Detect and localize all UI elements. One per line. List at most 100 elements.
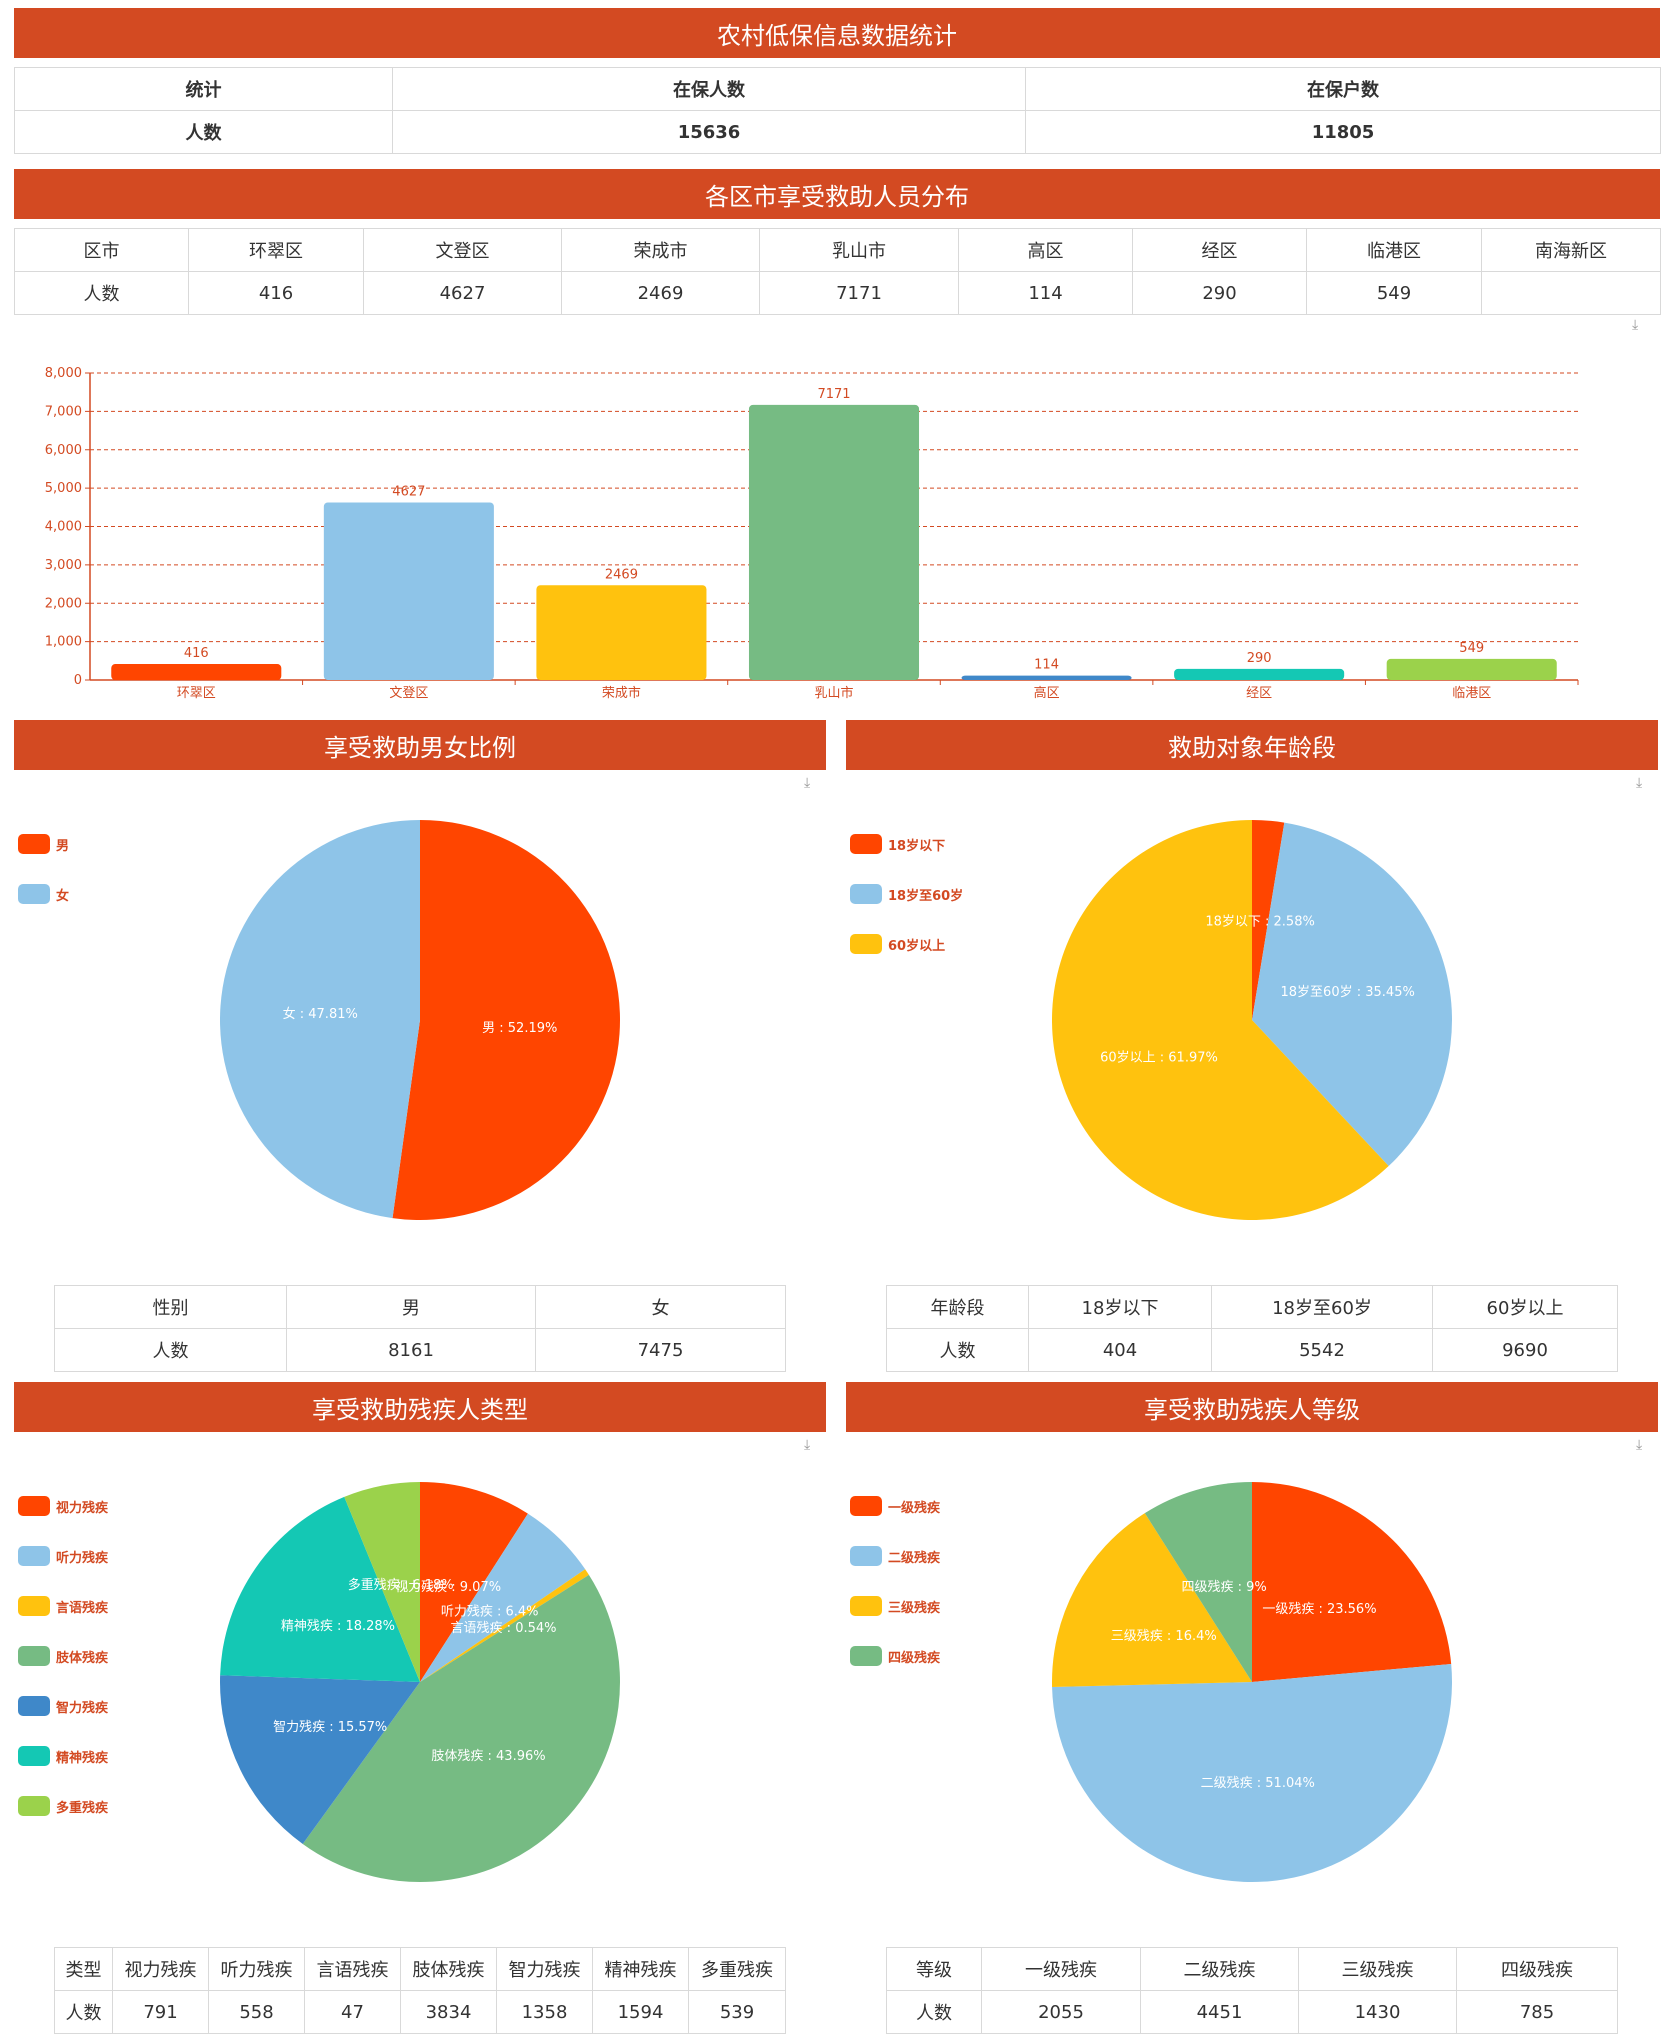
pie-slice	[420, 1482, 528, 1682]
y-tick-label: 6,000	[45, 443, 82, 458]
summary-table: 统计 在保人数 在保户数 人数 15636 11805	[14, 67, 1661, 154]
pie-data-label: 一级残疾 : 23.56%	[1262, 1602, 1376, 1617]
legend-swatch	[850, 884, 882, 904]
district-cell: 549	[1306, 271, 1482, 315]
y-tick-label: 8,000	[45, 366, 82, 381]
y-tick-label: 7,000	[45, 404, 82, 419]
pie-data-label: 言语残疾 : 0.54%	[451, 1621, 557, 1636]
pie-data-label: 二级残疾 : 51.04%	[1201, 1776, 1315, 1791]
pie-slice	[302, 1574, 620, 1882]
district-cell: 2469	[561, 271, 760, 315]
x-tick-label: 经区	[1246, 686, 1272, 701]
bar-data-label: 416	[184, 646, 209, 661]
legend-item[interactable]: 智力残疾	[18, 1695, 108, 1717]
download-icon[interactable]: ⤓	[1632, 317, 1639, 333]
disability-type-cell: 539	[688, 1990, 786, 2034]
pie-slice	[1252, 822, 1452, 1167]
disability-level-cell: 2055	[981, 1990, 1141, 2034]
legend-item[interactable]: 多重残疾	[18, 1795, 108, 1817]
district-header: 南海新区	[1481, 228, 1661, 272]
pie-data-label: 18岁以下 : 2.58%	[1205, 914, 1315, 929]
download-icon[interactable]: ⤓	[804, 1437, 811, 1453]
y-tick-label: 2,000	[45, 596, 82, 611]
pie-data-label: 60岁以上 : 61.97%	[1100, 1051, 1218, 1066]
legend-swatch	[850, 834, 882, 854]
download-icon[interactable]: ⤓	[1636, 775, 1643, 791]
legend-item[interactable]: 三级残疾	[850, 1595, 940, 1617]
summary-cell: 11805	[1025, 110, 1661, 154]
legend-item[interactable]: 18岁以下	[850, 833, 963, 855]
legend-swatch	[18, 1696, 50, 1716]
legend-item[interactable]: 女	[18, 883, 69, 905]
bar-data-label: 4627	[392, 484, 425, 499]
legend-item[interactable]: 精神残疾	[18, 1745, 108, 1767]
gender-table: 性别 男 女 人数 8161 7475	[54, 1285, 786, 1372]
pie-slice	[392, 820, 621, 1220]
pie-slice	[220, 1496, 420, 1682]
legend-item[interactable]: 视力残疾	[18, 1495, 108, 1517]
district-header: 荣成市	[561, 228, 760, 272]
pie-data-label: 三级残疾 : 16.4%	[1111, 1629, 1217, 1644]
age-header: 18岁以下	[1028, 1285, 1212, 1329]
age-section-title: 救助对象年龄段	[846, 720, 1658, 770]
district-header: 区市	[14, 228, 189, 272]
disability-type-header: 智力残疾	[496, 1947, 593, 1991]
bar-data-label: 114	[1034, 658, 1059, 673]
pie-data-label: 视力残疾 : 9.07%	[395, 1580, 501, 1595]
y-tick-label: 0	[74, 673, 82, 688]
district-table: 区市 环翠区 文登区 荣成市 乳山市 高区 经区 临港区 南海新区 人数 416…	[14, 228, 1661, 315]
legend-swatch	[18, 1796, 50, 1816]
pie-slice	[1052, 820, 1389, 1220]
download-icon[interactable]: ⤓	[1636, 1437, 1643, 1453]
disability-type-header: 听力残疾	[208, 1947, 305, 1991]
pie-slice	[220, 1675, 420, 1845]
bar	[111, 664, 282, 680]
legend-label: 言语残疾	[56, 1600, 109, 1616]
pie-slice	[1252, 1482, 1452, 1682]
legend-label: 二级残疾	[888, 1550, 941, 1566]
y-tick-label: 3,000	[45, 558, 82, 573]
pie-slice	[1252, 820, 1285, 1020]
legend-label: 一级残疾	[888, 1500, 941, 1516]
bar-data-label: 290	[1247, 651, 1272, 666]
legend-item[interactable]: 一级残疾	[850, 1495, 940, 1517]
legend-swatch	[18, 1546, 50, 1566]
legend-item[interactable]: 男	[18, 833, 69, 855]
legend-swatch	[18, 1596, 50, 1616]
disability-type-header: 言语残疾	[304, 1947, 401, 1991]
download-icon[interactable]: ⤓	[804, 775, 811, 791]
district-header: 文登区	[363, 228, 562, 272]
disability-type-cell: 791	[112, 1990, 209, 2034]
disability-type-cell: 1358	[496, 1990, 593, 2034]
district-section-title: 各区市享受救助人员分布	[14, 169, 1660, 219]
legend-item[interactable]: 四级残疾	[850, 1645, 940, 1667]
gender-header: 女	[535, 1285, 786, 1329]
legend-item[interactable]: 肢体残疾	[18, 1645, 108, 1667]
legend-swatch	[850, 934, 882, 954]
legend-item[interactable]: 18岁至60岁	[850, 883, 963, 905]
disability-type-cell: 1594	[592, 1990, 689, 2034]
x-tick-label: 文登区	[389, 686, 428, 701]
legend-label: 60岁以上	[888, 938, 946, 954]
disability-type-pie-chart: 视力残疾 : 9.07% 听力残疾 : 6.4% 言语残疾 : 0.54% 肢体残疾 …	[220, 1482, 620, 1882]
disability-type-table: 类型 视力残疾 听力残疾 言语残疾 肢体残疾 智力残疾 精神残疾 多重残疾 人数…	[54, 1947, 786, 2034]
disability-type-legend: 视力残疾听力残疾言语残疾肢体残疾智力残疾精神残疾多重残疾	[18, 1495, 108, 1845]
legend-item[interactable]: 言语残疾	[18, 1595, 108, 1617]
legend-item[interactable]: 60岁以上	[850, 933, 963, 955]
legend-item[interactable]: 听力残疾	[18, 1545, 108, 1567]
disability-type-cell: 3834	[400, 1990, 497, 2034]
disability-level-cell: 4451	[1140, 1990, 1299, 2034]
legend-item[interactable]: 二级残疾	[850, 1545, 940, 1567]
legend-label: 多重残疾	[56, 1800, 109, 1816]
age-cell: 5542	[1211, 1328, 1433, 1372]
district-cell	[1481, 271, 1661, 315]
disability-level-header: 等级	[886, 1947, 982, 1991]
bar-data-label: 2469	[605, 567, 638, 582]
summary-header: 在保户数	[1025, 67, 1661, 111]
legend-label: 18岁至60岁	[888, 888, 964, 904]
age-header: 60岁以上	[1432, 1285, 1618, 1329]
pie-slice	[344, 1482, 420, 1682]
pie-data-label: 18岁至60岁 : 35.45%	[1281, 985, 1415, 1000]
bar	[1174, 668, 1345, 680]
y-tick-label: 5,000	[45, 481, 82, 496]
